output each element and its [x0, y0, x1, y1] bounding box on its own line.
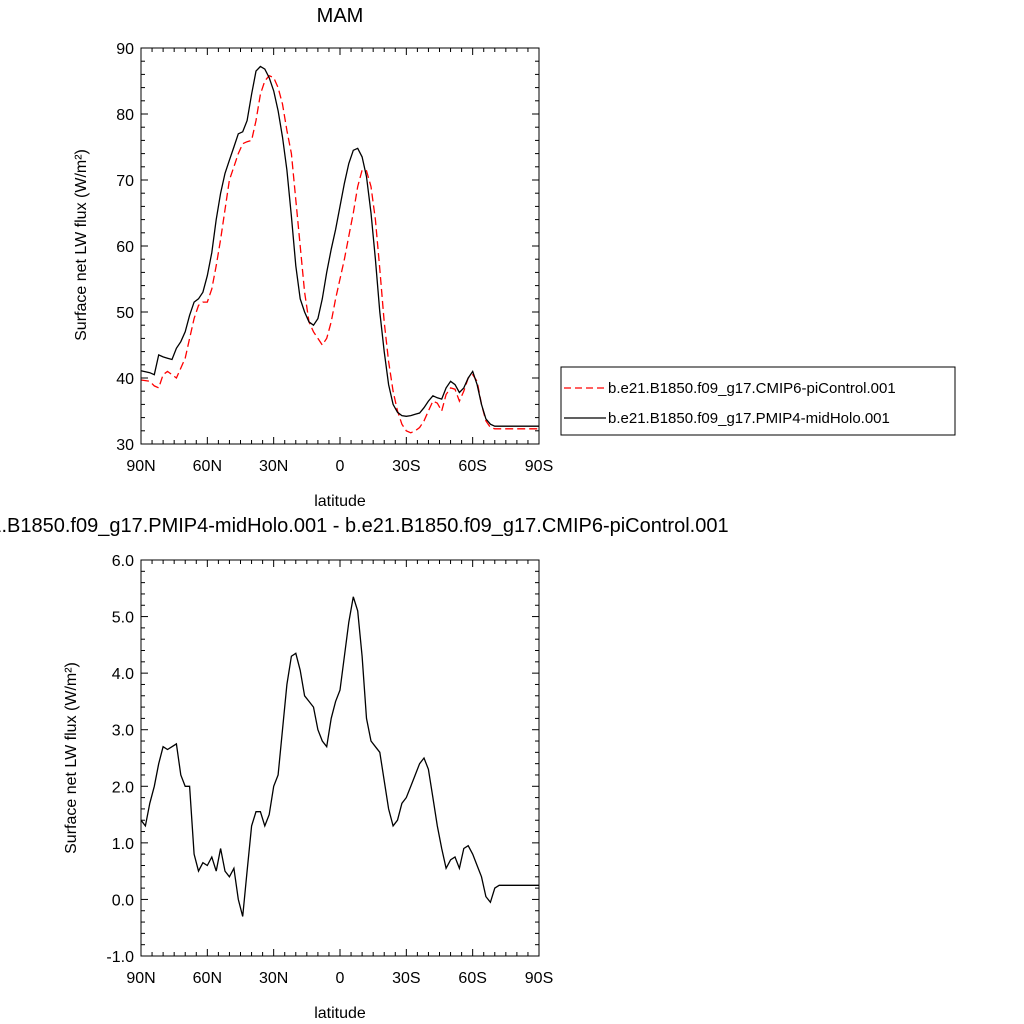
- series-line-1-0: [140, 596, 539, 917]
- y-tick-label: 60: [116, 239, 134, 256]
- x-tick-label: 30S: [392, 458, 420, 475]
- x-tick-label: 60N: [193, 458, 222, 475]
- y-tick-label: 2.0: [112, 779, 134, 796]
- top-chart-title: MAM: [317, 5, 364, 27]
- y-tick-label: 6.0: [112, 553, 134, 570]
- legend: b.e21.B1850.f09_g17.CMIP6-piControl.001 …: [560, 366, 956, 436]
- legend-label-picontrol: b.e21.B1850.f09_g17.CMIP6-piControl.001: [608, 380, 896, 397]
- y-tick-label: 1.0: [112, 836, 134, 853]
- bottom-chart-xlabel: latitude: [314, 1005, 366, 1022]
- top-chart-ylabel: Surface net LW flux (W/m²): [73, 149, 90, 341]
- bottom-chart-title: b.e21.B1850.f09_g17.PMIP4-midHolo.001 - …: [0, 515, 729, 537]
- legend-box: [560, 366, 956, 436]
- y-tick-label: 5.0: [112, 610, 134, 627]
- x-tick-label: 60N: [193, 970, 222, 987]
- y-tick-label: 0.0: [112, 892, 134, 909]
- x-tick-label: 90S: [525, 458, 553, 475]
- x-tick-label: 60S: [458, 970, 486, 987]
- bottom-chart: b.e21.B1850.f09_g17.PMIP4-midHolo.001 - …: [0, 515, 729, 1022]
- y-tick-label: 70: [116, 173, 134, 190]
- y-tick-label: 90: [116, 41, 134, 58]
- legend-label-midholo: b.e21.B1850.f09_g17.PMIP4-midHolo.001: [608, 410, 890, 427]
- x-tick-label: 0: [336, 458, 345, 475]
- series-line-0-1: [140, 65, 539, 427]
- top-chart-xlabel: latitude: [314, 493, 366, 510]
- y-tick-label: 4.0: [112, 666, 134, 683]
- series-line-0-0: [140, 74, 539, 434]
- bottom-chart-ylabel: Surface net LW flux (W/m²): [63, 662, 80, 854]
- x-tick-label: 90S: [525, 970, 553, 987]
- x-tick-label: 90N: [126, 458, 155, 475]
- y-tick-label: 30: [116, 437, 134, 454]
- y-tick-label: -1.0: [106, 949, 134, 966]
- top-chart: MAM latitude Surface net LW flux (W/m²) …: [73, 5, 553, 510]
- y-tick-label: 50: [116, 305, 134, 322]
- x-tick-label: 0: [336, 970, 345, 987]
- x-tick-label: 30S: [392, 970, 420, 987]
- x-tick-label: 90N: [126, 970, 155, 987]
- x-tick-label: 60S: [458, 458, 486, 475]
- y-tick-label: 80: [116, 107, 134, 124]
- x-tick-label: 30N: [259, 970, 288, 987]
- x-tick-label: 30N: [259, 458, 288, 475]
- y-tick-label: 40: [116, 371, 134, 388]
- y-tick-label: 3.0: [112, 723, 134, 740]
